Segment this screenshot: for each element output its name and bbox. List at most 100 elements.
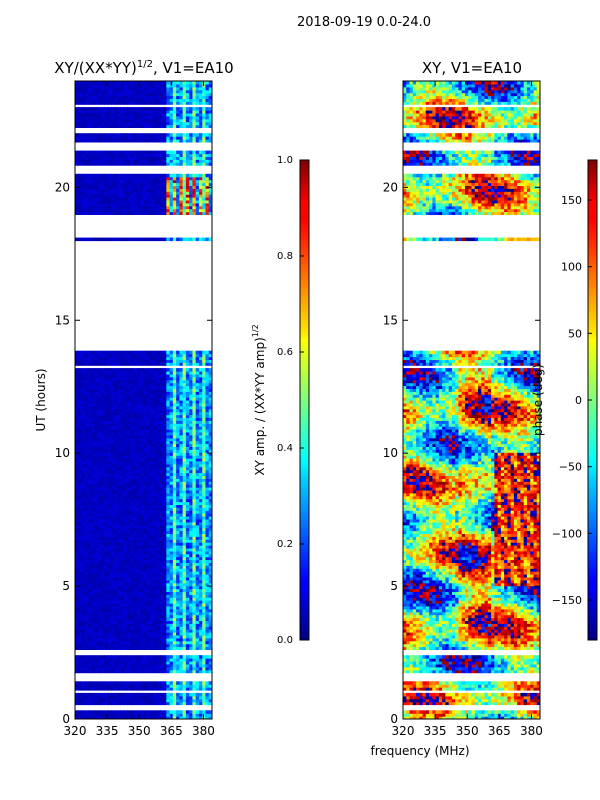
heatmap-cell bbox=[78, 605, 83, 610]
heatmap-cell bbox=[107, 547, 112, 552]
heatmap-cell bbox=[110, 692, 115, 697]
heatmap-cell bbox=[192, 408, 197, 413]
heatmap-cell bbox=[78, 350, 83, 355]
heatmap-cell bbox=[182, 658, 187, 662]
heatmap-cell bbox=[153, 429, 158, 433]
heatmap-cell bbox=[172, 539, 177, 543]
heatmap-cell bbox=[205, 632, 210, 636]
heatmap-cell bbox=[94, 356, 99, 360]
heatmap-cell bbox=[88, 452, 92, 456]
heatmap-cell bbox=[179, 431, 184, 436]
heatmap-cell bbox=[163, 495, 167, 500]
heatmap-cell bbox=[140, 542, 145, 546]
heatmap-cell bbox=[110, 536, 115, 540]
heatmap-cell bbox=[127, 550, 132, 555]
heatmap-cell bbox=[136, 359, 141, 363]
heatmap-cell bbox=[91, 353, 96, 358]
heatmap-cell bbox=[179, 637, 184, 642]
heatmap-cell bbox=[114, 492, 119, 497]
heatmap-cell bbox=[169, 466, 174, 471]
heatmap-cell bbox=[205, 414, 210, 418]
heatmap-cell bbox=[114, 437, 119, 442]
heatmap-cell bbox=[117, 550, 122, 555]
heatmap-cell bbox=[176, 614, 180, 619]
heatmap-cell bbox=[185, 585, 190, 590]
heatmap-cell bbox=[208, 397, 212, 401]
heatmap-cell bbox=[153, 684, 158, 688]
heatmap-cell bbox=[202, 614, 207, 619]
heatmap-cell bbox=[205, 608, 210, 613]
heatmap-cell bbox=[159, 350, 164, 355]
heatmap-cell bbox=[81, 663, 86, 668]
heatmap-cell bbox=[114, 603, 119, 607]
heatmap-cell bbox=[78, 507, 83, 511]
heatmap-cell bbox=[91, 429, 96, 433]
heatmap-cell bbox=[195, 350, 200, 355]
heatmap-cell bbox=[114, 371, 119, 375]
heatmap-cell bbox=[133, 385, 138, 389]
heatmap-cell bbox=[163, 510, 167, 514]
heatmap-cell bbox=[84, 661, 89, 665]
heatmap-cell bbox=[208, 600, 212, 604]
heatmap-cell bbox=[208, 565, 212, 569]
heatmap-cell bbox=[75, 408, 79, 413]
heatmap-cell bbox=[133, 458, 138, 462]
heatmap-cell bbox=[146, 408, 151, 413]
heatmap-cell bbox=[185, 576, 190, 581]
heatmap-cell bbox=[101, 524, 105, 529]
heatmap-cell bbox=[114, 423, 119, 427]
heatmap-cell bbox=[156, 579, 161, 584]
heatmap-cell bbox=[172, 545, 177, 549]
heatmap-cell bbox=[104, 452, 109, 456]
heatmap-cell bbox=[81, 423, 86, 427]
heatmap-cell bbox=[104, 449, 109, 453]
heatmap-cell bbox=[146, 559, 151, 563]
heatmap-cell bbox=[172, 576, 177, 581]
heatmap-cell bbox=[166, 431, 171, 436]
heatmap-cell bbox=[123, 405, 128, 410]
heatmap-cell bbox=[136, 397, 141, 401]
heatmap-cell bbox=[88, 614, 92, 619]
heatmap-cell bbox=[176, 469, 180, 474]
heatmap-cell bbox=[114, 402, 119, 407]
heatmap-cell bbox=[150, 385, 154, 389]
heatmap-cell bbox=[159, 547, 164, 552]
heatmap-cell bbox=[169, 411, 174, 416]
heatmap-cell bbox=[159, 623, 164, 627]
heatmap-cell bbox=[176, 376, 180, 381]
heatmap-cell bbox=[176, 681, 180, 685]
heatmap-cell bbox=[159, 582, 164, 587]
heatmap-cell bbox=[123, 643, 128, 648]
heatmap-cell bbox=[88, 658, 92, 662]
heatmap-cell bbox=[153, 501, 158, 505]
heatmap-cell bbox=[176, 530, 180, 534]
heatmap-cell bbox=[78, 603, 83, 607]
heatmap-cell bbox=[91, 666, 96, 671]
heatmap-cell bbox=[114, 516, 119, 520]
heatmap-cell bbox=[75, 402, 79, 407]
heatmap-cell bbox=[179, 460, 184, 465]
heatmap-cell bbox=[195, 545, 200, 549]
heatmap-cell bbox=[94, 423, 99, 427]
heatmap-cell bbox=[202, 350, 207, 355]
heatmap-cell bbox=[97, 542, 102, 546]
heatmap-cell bbox=[150, 353, 154, 358]
heatmap-cell bbox=[104, 646, 109, 650]
heatmap-cell bbox=[81, 524, 86, 529]
heatmap-cell bbox=[133, 574, 138, 578]
heatmap-cell bbox=[172, 542, 177, 546]
heatmap-cell bbox=[117, 658, 122, 662]
heatmap-cell bbox=[91, 434, 96, 439]
heatmap-cell bbox=[143, 391, 148, 395]
heatmap-cell bbox=[78, 632, 83, 636]
heatmap-cell bbox=[104, 640, 109, 645]
heatmap-cell bbox=[156, 411, 161, 416]
heatmap-cell bbox=[176, 701, 180, 706]
heatmap-cell bbox=[133, 400, 138, 404]
heatmap-cell bbox=[195, 397, 200, 401]
heatmap-cell bbox=[143, 397, 148, 401]
heatmap-cell bbox=[136, 472, 141, 476]
heatmap-cell bbox=[166, 472, 171, 476]
heatmap-cell bbox=[189, 466, 194, 471]
heatmap-cell bbox=[150, 629, 154, 633]
